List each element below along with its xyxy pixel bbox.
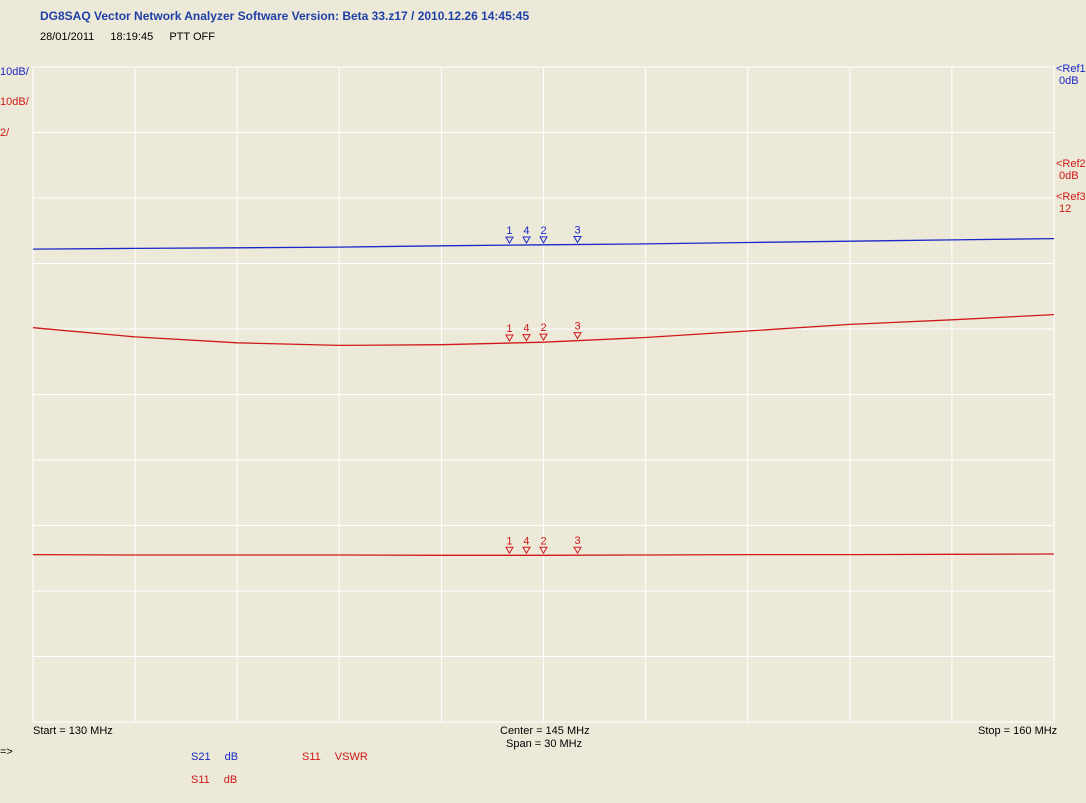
marker-4-label: 4 bbox=[523, 225, 529, 237]
trace-s21-db bbox=[32, 237, 1055, 250]
status-line: 28/01/2011 18:19:45 PTT OFF bbox=[40, 31, 215, 43]
marker-3-label: 3 bbox=[574, 225, 580, 237]
marker-4-label: 4 bbox=[523, 323, 529, 335]
span-frequency: Span = 30 MHz bbox=[506, 738, 583, 750]
start-frequency: Start = 130 MHz bbox=[33, 725, 113, 737]
marker-1-triangle-icon bbox=[505, 236, 514, 245]
arrow-indicator: => bbox=[0, 746, 13, 758]
marker-3-triangle-icon bbox=[573, 332, 582, 340]
marker-3-triangle-icon bbox=[573, 236, 582, 244]
marker-4-triangle-icon bbox=[522, 334, 531, 342]
marker-1-label: 1 bbox=[506, 535, 512, 547]
marker-2-label: 2 bbox=[540, 535, 546, 547]
ref1-label: <Ref1 0dB bbox=[1056, 63, 1086, 87]
marker-3-label: 3 bbox=[574, 535, 580, 547]
marker-4-triangle-icon bbox=[522, 236, 531, 244]
marker-1-triangle-icon bbox=[505, 546, 514, 555]
center-frequency: Center = 145 MHz bbox=[500, 725, 590, 737]
marker-3-triangle-icon bbox=[573, 546, 582, 555]
trace-legend-s11-vswr[interactable]: S11 VSWR bbox=[302, 751, 368, 763]
marker-4-triangle-icon bbox=[522, 546, 531, 555]
scale-s11-vswr: 2/ bbox=[0, 127, 10, 139]
trace-s11-vswr bbox=[32, 553, 1055, 556]
marker-2-triangle-icon bbox=[539, 236, 548, 244]
ref2-label: <Ref2 0dB bbox=[1056, 158, 1086, 182]
date-text: 28/01/2011 bbox=[40, 31, 95, 43]
marker-1-label: 1 bbox=[506, 323, 512, 335]
marker-3-label: 3 bbox=[574, 321, 580, 333]
app-title: DG8SAQ Vector Network Analyzer Software … bbox=[40, 9, 530, 23]
ptt-status: PTT OFF bbox=[169, 31, 215, 43]
marker-1-label: 1 bbox=[506, 225, 512, 237]
scale-s21-db: 10dB/ bbox=[0, 66, 29, 78]
trace-legend-s21-db[interactable]: S21 dB bbox=[191, 751, 239, 763]
scale-s11-db: 10dB/ bbox=[0, 96, 29, 108]
time-text: 18:19:45 bbox=[110, 31, 154, 43]
stop-frequency: Stop = 160 MHz bbox=[978, 725, 1058, 737]
trace-legend-s11-db[interactable]: S11 dB bbox=[191, 774, 238, 786]
marker-2-triangle-icon bbox=[539, 333, 548, 342]
marker-2-label: 2 bbox=[540, 322, 546, 334]
trace-s11-db bbox=[32, 313, 1055, 347]
marker-2-label: 2 bbox=[540, 225, 546, 237]
marker-2-triangle-icon bbox=[539, 546, 548, 555]
ref3-label: <Ref3 12 bbox=[1056, 191, 1086, 215]
marker-4-label: 4 bbox=[523, 535, 529, 547]
marker-1-triangle-icon bbox=[505, 334, 514, 343]
